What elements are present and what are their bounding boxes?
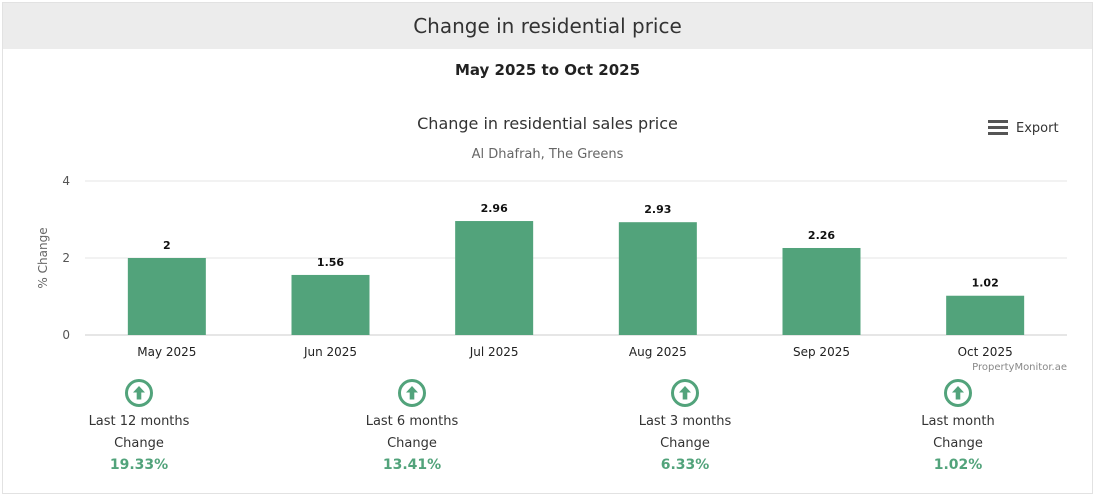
bar (455, 221, 534, 335)
x-tick-label: Jun 2025 (303, 345, 357, 359)
y-tick-label: 2 (62, 251, 70, 265)
y-tick-label: 0 (62, 328, 70, 342)
x-tick-label: Jul 2025 (469, 345, 519, 359)
chart-title: Change in residential sales price (417, 114, 678, 133)
panel-header: Change in residential price (3, 3, 1092, 49)
stat-last-6-months: Last 6 months Change 13.41% (322, 378, 502, 474)
stat-last-month: Last month Change 1.02% (868, 378, 1048, 474)
x-tick-label: Oct 2025 (958, 345, 1013, 359)
stat-period: Last 3 months (638, 414, 732, 429)
chart-subtitle: Al Dhafrah, The Greens (471, 147, 624, 162)
stat-last-12-months: Last 12 months Change 19.33% (49, 378, 229, 474)
data-label: 2 (163, 239, 171, 252)
stat-label: Change (387, 436, 437, 451)
x-tick-label: Aug 2025 (629, 345, 687, 359)
stat-label: Change (114, 436, 164, 451)
stat-value: 13.41% (382, 457, 442, 473)
x-tick-label: May 2025 (137, 345, 196, 359)
data-label: 1.56 (317, 256, 344, 269)
arrow-up-circle-icon (671, 379, 699, 407)
period-range: May 2025 to Oct 2025 (454, 61, 641, 79)
data-label: 1.02 (972, 277, 999, 290)
bar (782, 247, 861, 335)
arrow-up-circle-icon (398, 379, 426, 407)
stat-last-3-months: Last 3 months Change 6.33% (595, 378, 775, 474)
stat-value: 1.02% (933, 457, 983, 473)
y-tick-label: 4 (62, 174, 70, 188)
y-axis-title: % Change (36, 227, 50, 288)
stat-value: 19.33% (109, 457, 169, 473)
bar (127, 258, 206, 335)
hamburger-menu-icon (988, 120, 1008, 136)
data-label: 2.93 (644, 203, 671, 216)
panel-title: Change in residential price (413, 14, 682, 38)
data-label: 2.96 (481, 202, 508, 215)
arrow-up-circle-icon (944, 379, 972, 407)
stat-period: Last month (921, 414, 995, 429)
export-label: Export (1016, 120, 1059, 136)
data-label: 2.26 (808, 229, 835, 242)
stat-label: Change (660, 436, 710, 451)
arrow-up-circle-icon (125, 379, 153, 407)
bar (618, 222, 697, 335)
bar (291, 274, 370, 335)
export-button[interactable]: Export (988, 118, 1059, 138)
credit-link[interactable]: PropertyMonitor.ae (972, 362, 1067, 373)
stat-label: Change (933, 436, 983, 451)
stat-period: Last 6 months (365, 414, 459, 429)
bar (946, 295, 1025, 335)
stat-value: 6.33% (660, 457, 710, 473)
x-tick-label: Sep 2025 (793, 345, 850, 359)
stat-period: Last 12 months (88, 414, 190, 429)
